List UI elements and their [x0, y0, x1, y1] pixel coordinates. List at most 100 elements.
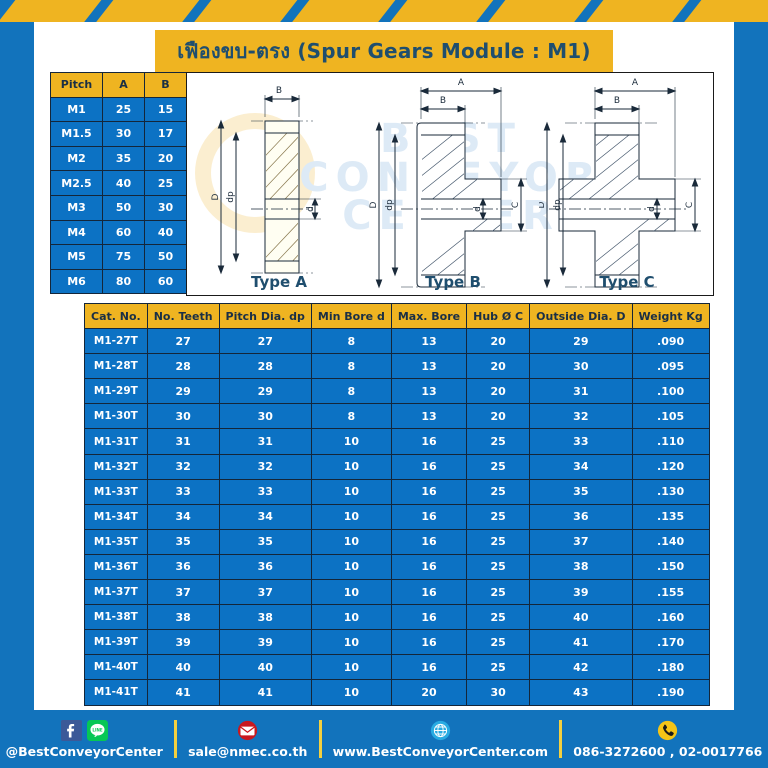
page-title: เฟืองขบ-ตรง (Spur Gears Module : M1)	[155, 30, 613, 74]
table-row: M1-30T 30 30 8 13 20 32.105	[84, 403, 710, 430]
spec-cell-hub-dia: 25	[466, 553, 531, 581]
spec-cell-hub-dia: 25	[466, 604, 531, 631]
spec-cell-pitch-dia: 36	[218, 553, 312, 581]
pitch-cell: 35	[102, 145, 145, 172]
spec-col-no-teeth: No. Teeth	[146, 302, 220, 330]
spec-cell-weight: .160	[631, 604, 710, 631]
phone-icon[interactable]	[657, 720, 678, 741]
pitch-cell: 60	[102, 219, 145, 246]
pitch-cell: 60	[144, 268, 187, 295]
spec-cell-hub-dia: 20	[466, 328, 531, 355]
dim-label-d-bore: d	[647, 206, 657, 212]
dim-label-dp: dp	[226, 191, 236, 203]
spec-cell-weight: .095	[631, 353, 710, 380]
dim-label-d-bore: d	[306, 206, 316, 212]
spec-cell-hub-dia: 25	[466, 478, 531, 505]
spec-cell-cat-no: M1-39T	[84, 629, 148, 656]
stripe-chevron	[383, 0, 499, 22]
spec-cell-weight: .100	[631, 378, 710, 405]
dim-label-a: A	[458, 78, 465, 88]
spec-cell-hub-dia: 25	[466, 453, 531, 480]
pitch-reference-table: Pitch A B M1 25 15 M1.5 30 17 M2 35 20 M2.5 40 2…	[50, 72, 187, 295]
spec-cell-cat-no: M1-41T	[84, 679, 148, 706]
footer-phone[interactable]: 086-3272600 , 02-0017766	[573, 719, 762, 759]
spec-cell-min-bore: 10	[310, 604, 392, 631]
figure-label-type-a: Type A	[251, 273, 307, 291]
pitch-cell: M4	[50, 219, 103, 246]
spec-cell-hub-dia: 30	[466, 679, 531, 706]
footer-contact-bar: LINE @BestConveyorCenter sale@nmec.co.th…	[0, 710, 768, 768]
spec-col-outside-dia: Outside Dia. D	[529, 302, 633, 330]
spec-cell-min-bore: 10	[310, 679, 392, 706]
dim-label-c: C	[685, 202, 695, 208]
spec-cell-outside-dia: 35	[529, 478, 633, 505]
spec-cell-no-teeth: 34	[146, 503, 220, 530]
spec-cell-pitch-dia: 34	[218, 503, 312, 530]
email-icon[interactable]	[237, 720, 258, 741]
spec-cell-outside-dia: 32	[529, 403, 633, 430]
globe-icon[interactable]	[430, 720, 451, 741]
spec-cell-pitch-dia: 40	[218, 654, 312, 681]
stripe-chevron	[187, 0, 303, 22]
spec-cell-no-teeth: 39	[146, 629, 220, 656]
table-row: M1-35T 35 35 10 16 25 37.140	[84, 528, 710, 555]
pitch-cell: M2	[50, 145, 103, 172]
dim-label-dp: dp	[385, 199, 395, 211]
line-icon[interactable]: LINE	[86, 719, 108, 741]
pitch-col-pitch: Pitch	[50, 72, 103, 98]
spec-cell-max-bore: 16	[390, 503, 468, 530]
table-row: M1-32T 32 32 10 16 25 34.120	[84, 453, 710, 480]
table-row: M3 50 30	[50, 194, 187, 221]
pitch-cell: 30	[144, 194, 187, 221]
spec-cell-max-bore: 16	[390, 528, 468, 555]
spec-cell-no-teeth: 30	[146, 403, 220, 430]
spec-cell-weight: .105	[631, 403, 710, 430]
spec-cell-weight: .130	[631, 478, 710, 505]
footer-social[interactable]: LINE @BestConveyorCenter	[6, 719, 163, 759]
dim-label-a: A	[632, 78, 639, 88]
spec-cell-no-teeth: 33	[146, 478, 220, 505]
spec-cell-max-bore: 16	[390, 604, 468, 631]
spec-cell-cat-no: M1-35T	[84, 528, 148, 555]
stripe-chevron	[579, 0, 695, 22]
spec-cell-outside-dia: 43	[529, 679, 633, 706]
pitch-cell: 40	[144, 219, 187, 246]
pitch-cell: 15	[144, 96, 187, 123]
pitch-cell: 17	[144, 121, 187, 147]
pitch-cell: M3	[50, 194, 103, 221]
spec-cell-cat-no: M1-29T	[84, 378, 148, 405]
stripe-chevron	[677, 0, 768, 22]
spec-cell-hub-dia: 20	[466, 403, 531, 430]
spec-cell-weight: .110	[631, 428, 710, 455]
pitch-table-header-row: Pitch A B	[50, 72, 187, 98]
table-row: M1-38T 38 38 10 16 25 40.160	[84, 604, 710, 631]
footer-social-text: @BestConveyorCenter	[5, 744, 163, 759]
dim-label-b: B	[276, 86, 282, 96]
dim-label-b: B	[440, 96, 446, 106]
spec-cell-cat-no: M1-28T	[84, 353, 148, 380]
table-row: M1-28T 28 28 8 13 20 30.095	[84, 353, 710, 380]
facebook-icon[interactable]	[60, 719, 82, 741]
stripe-chevron	[285, 0, 401, 22]
figure-label-type-c: Type C	[599, 273, 655, 291]
spec-cell-pitch-dia: 38	[218, 604, 312, 631]
pitch-cell: 30	[102, 121, 145, 147]
pitch-cell: 25	[102, 96, 145, 123]
table-row: M2.5 40 25	[50, 170, 187, 196]
spec-cell-cat-no: M1-32T	[84, 453, 148, 480]
spec-cell-outside-dia: 30	[529, 353, 633, 380]
gear-specification-table: Cat. No. No. Teeth Pitch Dia. dp Min Bor…	[84, 302, 710, 706]
spec-cell-no-teeth: 27	[146, 328, 220, 355]
spec-cell-hub-dia: 25	[466, 428, 531, 455]
footer-email[interactable]: sale@nmec.co.th	[188, 719, 307, 759]
spec-cell-outside-dia: 36	[529, 503, 633, 530]
spec-cell-cat-no: M1-33T	[84, 478, 148, 505]
spec-cell-no-teeth: 32	[146, 453, 220, 480]
spec-cell-min-bore: 8	[310, 328, 392, 355]
spec-col-max-bore: Max. Bore	[390, 302, 468, 330]
footer-website[interactable]: www.BestConveyorCenter.com	[333, 719, 548, 759]
dim-label-c: C	[511, 202, 521, 208]
dim-label-d-outside: D	[369, 201, 379, 208]
pitch-cell: M1.5	[50, 121, 103, 147]
spec-cell-min-bore: 8	[310, 353, 392, 380]
